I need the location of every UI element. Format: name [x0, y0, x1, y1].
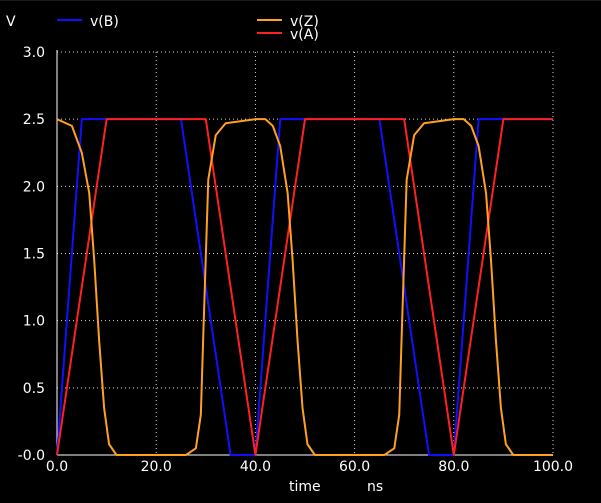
y-tick-label: -0.0 [18, 448, 45, 464]
x-tick-label: 80.0 [438, 459, 469, 475]
plot-axes: -0.0 0.5 1.0 1.5 2.0 2.5 3.0 0.0 20.0 40.0 60.0 80.… [18, 45, 573, 475]
y-tick-label: 0.5 [23, 381, 45, 397]
legend-label-vz: v(Z) [290, 14, 319, 30]
x-tick-label: 60.0 [339, 459, 370, 475]
y-tick-label: 3.0 [23, 45, 45, 61]
y-tick-label: 1.5 [23, 247, 45, 263]
y-axis-label: V [6, 14, 16, 30]
x-tick-label: 20.0 [141, 459, 172, 475]
x-axis-unit: ns [367, 479, 383, 495]
legend-label-va: v(A) [290, 27, 319, 43]
y-tick-label: 2.5 [23, 112, 45, 128]
series-line-vz [56, 118, 553, 456]
y-tick-label: 2.0 [23, 179, 45, 195]
legend: v(B) v(A)v(Z) [57, 14, 319, 43]
x-axis-label: time [289, 479, 321, 495]
y-tick-label: 1.0 [23, 314, 45, 330]
axis-labels: V time ns [6, 14, 383, 495]
x-tick-label: 100.0 [533, 459, 573, 475]
series-line-va [56, 118, 553, 456]
series-traces [56, 118, 553, 456]
x-tick-label: 0.0 [46, 459, 68, 475]
x-tick-label: 40.0 [240, 459, 271, 475]
legend-label-vb: v(B) [90, 14, 119, 30]
